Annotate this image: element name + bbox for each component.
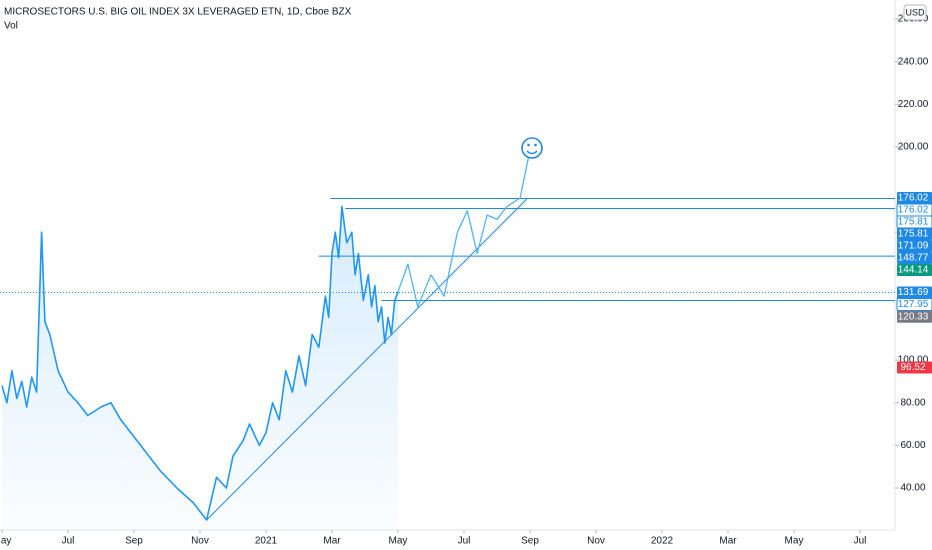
price-tag (897, 310, 932, 323)
price-tag-label: 127.95 (898, 299, 929, 310)
x-tick-label: Nov (587, 536, 605, 547)
price-tag-label: 120.33 (898, 311, 929, 322)
price-tag (897, 252, 932, 265)
y-tick-label: 60.00 (900, 440, 925, 451)
x-tick-label: May (389, 536, 408, 547)
price-tag (897, 264, 932, 277)
projection-path (397, 157, 530, 308)
x-tick-label: Sep (521, 536, 539, 547)
y-tick-label: 220.00 (898, 99, 929, 110)
x-tick-label: Jul (854, 536, 867, 547)
price-line (1, 205, 399, 521)
y-tick-label: 40.00 (900, 483, 925, 494)
price-tag-label: 175.81 (898, 217, 929, 228)
price-tag (897, 361, 932, 374)
price-tag-label: 171.09 (898, 241, 929, 252)
x-tick-label: Jul (62, 536, 75, 547)
x-tick-label: Nov (191, 536, 209, 547)
price-tag-label: 131.69 (898, 287, 929, 298)
y-tick-label: 240.00 (898, 56, 929, 67)
price-tag (897, 192, 932, 205)
price-tag-label: 175.81 (898, 229, 929, 240)
smiley-icon (521, 137, 543, 159)
chart-title: MICROSECTORS U.S. BIG OIL INDEX 3X LEVER… (4, 7, 352, 18)
x-tick-label: May (0, 536, 11, 547)
y-tick-label: 200.00 (898, 142, 929, 153)
x-tick-label: 2022 (651, 536, 674, 547)
x-tick-label: May (785, 536, 804, 547)
price-tag (897, 286, 932, 299)
price-tag (897, 228, 932, 241)
price-tag (896, 298, 932, 312)
currency-label[interactable]: USD (905, 7, 925, 17)
price-tag-label: 148.77 (898, 253, 929, 264)
price-area (1, 206, 398, 530)
x-tick-label: Jul (458, 536, 471, 547)
price-tag (897, 240, 932, 253)
price-tags: 176.02176.02175.81175.81171.09148.77144.… (896, 192, 932, 374)
trend-line (206, 198, 528, 521)
x-tick-label: 2021 (255, 536, 278, 547)
x-tick-label: Mar (323, 536, 341, 547)
x-tick-label: Sep (125, 536, 143, 547)
price-tag-label: 144.14 (898, 265, 929, 276)
price-tag-label: 96.52 (900, 362, 925, 373)
indicator-label: Vol (4, 21, 18, 32)
y-tick-label: 80.00 (900, 397, 925, 408)
currency-box[interactable] (903, 4, 927, 21)
y-tick-label: 100.00 (898, 355, 929, 366)
price-tag-label: 176.02 (898, 193, 929, 204)
price-tag-label: 176.02 (898, 205, 929, 216)
x-tick-label: Mar (719, 536, 737, 547)
